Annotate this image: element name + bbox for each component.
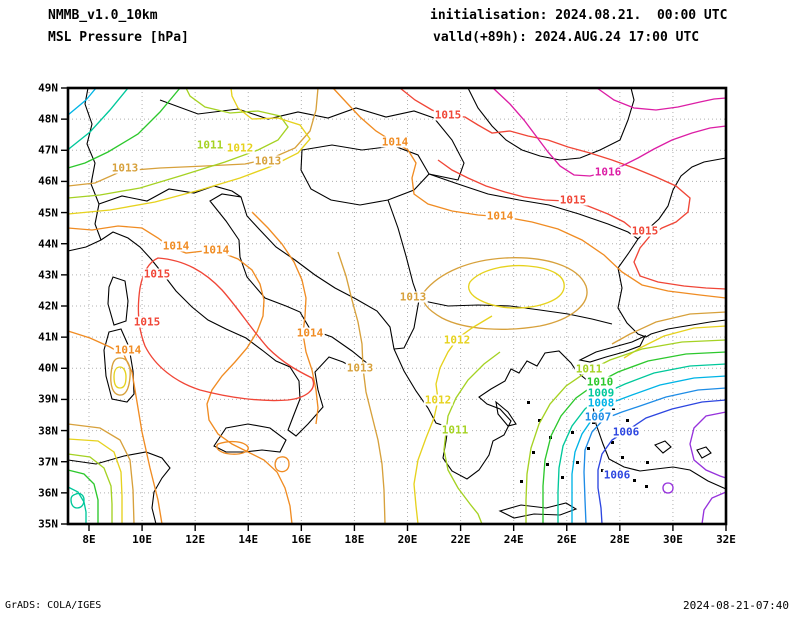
isobar-label-1011: 1011 [440,423,470,437]
lat-tick-label: 45N [38,206,58,220]
isobar-label-1014: 1014 [485,209,515,223]
isobar-label-1015: 1015 [142,267,172,281]
isobar-label-1008: 1008 [586,396,616,410]
isobar-label-1015: 1015 [558,193,588,207]
isobar-label-1011: 1011 [574,362,604,376]
lat-tick-label: 46N [38,174,58,188]
isobar-contours [67,87,727,525]
lon-tick-label: 20E [397,533,418,546]
isobar-label-1012: 1012 [442,333,472,347]
lon-tick-label: 26E [556,533,577,546]
isobar-label-1014: 1014 [380,135,410,149]
isobar-label-1015: 1015 [630,224,660,238]
lat-tick-label: 38N [38,424,58,438]
lat-tick-label: 35N [38,517,58,531]
isobar-label-1012: 1012 [423,393,453,407]
isobar-label-1013: 1013 [110,161,140,175]
lon-tick-label: 10E [132,533,153,546]
isobar-label-1013: 1013 [345,361,375,375]
lat-tick-label: 37N [38,455,58,469]
isobar-label-1014: 1014 [295,326,325,340]
lon-tick-label: 24E [503,533,524,546]
isobar-label-1013: 1013 [253,154,283,168]
isobar-label-1015: 1015 [132,315,162,329]
lon-tick-label: 18E [344,533,365,546]
lat-tick-label: 48N [38,112,58,126]
lon-tick-label: 22E [450,533,471,546]
isobar-label-1009: 1009 [586,386,616,400]
isobar-label-1014: 1014 [113,343,143,357]
isobar-label-1011: 1011 [195,138,225,152]
isobar-label-1006: 1006 [602,468,632,482]
lon-tick-label: 28E [609,533,630,546]
lat-tick-label: 36N [38,486,58,500]
map-frame [66,86,728,526]
lon-tick-label: 32E [716,533,736,546]
lat-tick-label: 40N [38,361,58,375]
isobar-label-1016: 1016 [593,165,623,179]
lat-tick-label: 44N [38,237,58,251]
lon-tick-label: 12E [185,533,206,546]
grid-lines [68,88,726,524]
axis-ticks [61,87,727,531]
lat-tick-label: 41N [38,330,58,344]
isobar-label-1014: 1014 [201,243,231,257]
lat-tick-label: 42N [38,299,58,313]
valid-time: valld(+89h): 2024.AUG.24 17:00 UTC [433,30,700,45]
isobar-label-1010: 1010 [585,375,615,389]
model-title: NMMB_v1.0_10km [48,8,158,23]
aegean-islands [520,390,649,488]
isobar-label-1013: 1013 [398,290,428,304]
isobar-label-1014: 1014 [161,239,191,253]
lat-tick-label: 49N [38,81,58,95]
isobar-label-1006: 1006 [611,425,641,439]
lon-tick-label: 14E [238,533,259,546]
creation-timestamp: 2024-08-21-07:40 [683,599,789,612]
lat-tick-label: 39N [38,392,58,406]
lat-tick-label: 47N [38,143,58,157]
grads-credit: GrADS: COLA/IGES [5,600,102,611]
coastlines [67,87,727,525]
init-time: initialisation: 2024.08.21. 00:00 UTC [430,8,728,23]
isobar-label-1015: 1015 [433,108,463,122]
isobar-label-1012: 1012 [225,141,255,155]
lon-tick-label: 16E [291,533,312,546]
isobar-label-1007: 1007 [583,410,613,424]
lon-tick-label: 30E [662,533,683,546]
lon-tick-label: 8E [82,533,96,546]
field-title: MSL Pressure [hPa] [48,30,189,45]
lat-tick-label: 43N [38,268,58,282]
